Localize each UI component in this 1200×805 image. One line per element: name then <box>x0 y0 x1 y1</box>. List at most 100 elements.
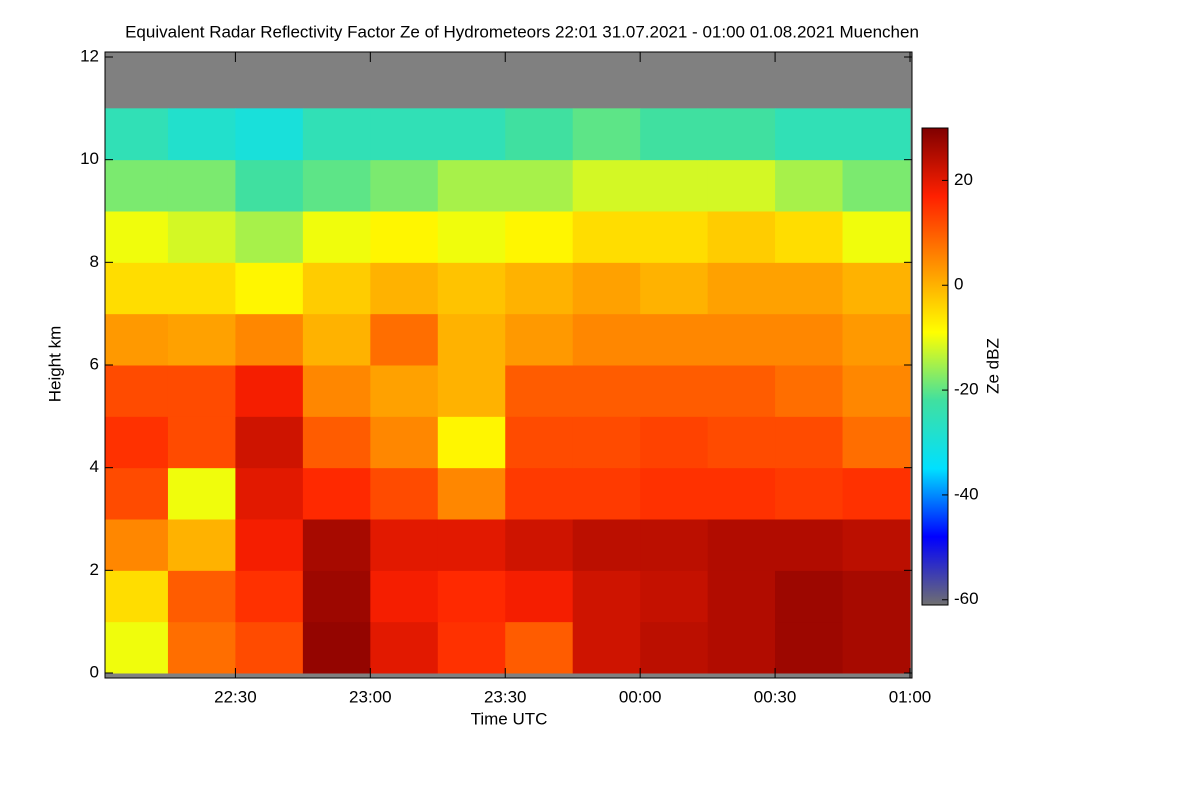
heatmap-cell <box>842 570 911 623</box>
heatmap-cell <box>370 211 439 263</box>
heatmap-cell <box>640 262 709 315</box>
heatmap-cell <box>505 570 574 623</box>
colorbar-tick-label: 20 <box>954 170 973 189</box>
heatmap-cell <box>370 159 439 212</box>
heatmap-cell <box>167 262 236 315</box>
heatmap-cell <box>437 159 506 212</box>
heatmap-cell <box>775 570 844 623</box>
heatmap-cell <box>302 159 371 212</box>
heatmap-cell <box>167 313 236 366</box>
y-tick-label: 2 <box>90 560 99 579</box>
heatmap-cell <box>505 519 574 571</box>
heatmap-cell <box>437 467 506 520</box>
heatmap-cell <box>572 570 641 623</box>
heatmap-cell <box>842 108 911 161</box>
heatmap-cell <box>572 416 641 469</box>
heatmap-cell <box>505 313 574 366</box>
heatmap-cell <box>707 365 776 417</box>
heatmap-cell <box>235 621 304 674</box>
y-tick-label: 4 <box>90 457 99 476</box>
heatmap-cell <box>167 621 236 674</box>
heatmap-cell <box>505 467 574 520</box>
x-tick-label: 01:00 <box>889 687 932 706</box>
y-tick-label: 12 <box>80 46 99 65</box>
heatmap-cell <box>775 519 844 571</box>
heatmap-cell <box>640 621 709 674</box>
heatmap-cell <box>302 313 371 366</box>
heatmap-cell <box>370 416 439 469</box>
heatmap-cell <box>572 313 641 366</box>
heatmap-cell <box>302 365 371 417</box>
heatmap-cell <box>572 365 641 417</box>
heatmap-cell <box>105 365 169 417</box>
heatmap-cell <box>370 519 439 571</box>
heatmap-cell <box>370 262 439 315</box>
heatmap-cell <box>105 416 169 469</box>
heatmap-cell <box>437 416 506 469</box>
heatmap-cell <box>572 108 641 161</box>
heatmap-cell <box>842 621 911 674</box>
heatmap-cell <box>640 570 709 623</box>
y-tick-label: 8 <box>90 252 99 271</box>
heatmap-cell <box>572 211 641 263</box>
heatmap-cell <box>167 467 236 520</box>
heatmap-cell <box>775 108 844 161</box>
heatmap-cell <box>775 365 844 417</box>
heatmap-cell <box>842 467 911 520</box>
colorbar-tick-label: 0 <box>954 275 963 294</box>
y-tick-label: 0 <box>90 662 99 681</box>
heatmap-cell <box>235 313 304 366</box>
heatmap-cell <box>572 467 641 520</box>
heatmap-cell <box>707 262 776 315</box>
heatmap-cell <box>572 262 641 315</box>
heatmap-cell <box>505 416 574 469</box>
x-tick-label: 00:00 <box>619 687 662 706</box>
chart-title: Equivalent Radar Reflectivity Factor Ze … <box>125 22 919 41</box>
heatmap-cell <box>437 211 506 263</box>
heatmap-cell <box>105 262 169 315</box>
heatmap-cell <box>707 621 776 674</box>
heatmap-cell <box>775 416 844 469</box>
heatmap-cell <box>640 365 709 417</box>
colorbar <box>921 127 949 606</box>
heatmap-cell <box>775 313 844 366</box>
heatmap-cell <box>505 211 574 263</box>
colorbar-tick-label: -20 <box>954 380 979 399</box>
heatmap-cell <box>235 262 304 315</box>
heatmap-cell <box>842 313 911 366</box>
heatmap-cell <box>437 519 506 571</box>
heatmap-cell <box>640 159 709 212</box>
heatmap-cell <box>302 108 371 161</box>
heatmap-cell <box>105 313 169 366</box>
heatmap-cell <box>572 159 641 212</box>
heatmap-cell <box>370 365 439 417</box>
heatmap-cell <box>707 108 776 161</box>
heatmap-cell <box>707 211 776 263</box>
heatmap-cell <box>302 211 371 263</box>
heatmap-cell <box>105 570 169 623</box>
heatmap-cell <box>370 467 439 520</box>
heatmap-cell <box>775 159 844 212</box>
heatmap-cell <box>842 262 911 315</box>
heatmap-cell <box>437 262 506 315</box>
heatmap-cell <box>437 313 506 366</box>
heatmap-cell <box>775 621 844 674</box>
heatmap-cell <box>842 416 911 469</box>
heatmap-cell <box>167 570 236 623</box>
heatmap-cell <box>235 519 304 571</box>
x-tick-label: 23:30 <box>484 687 527 706</box>
heatmap-cell <box>105 467 169 520</box>
heatmap-cell <box>707 467 776 520</box>
y-tick-label: 6 <box>90 354 99 373</box>
heatmap-cell <box>505 159 574 212</box>
heatmap-cell <box>302 262 371 315</box>
heatmap-cell <box>640 519 709 571</box>
heatmap-cell <box>167 416 236 469</box>
heatmap-cell <box>775 467 844 520</box>
heatmap-cell <box>707 159 776 212</box>
heatmap-cell <box>505 365 574 417</box>
heatmap-cell <box>370 108 439 161</box>
colorbar-tick-label: -40 <box>954 484 979 503</box>
x-tick-label: 00:30 <box>754 687 797 706</box>
